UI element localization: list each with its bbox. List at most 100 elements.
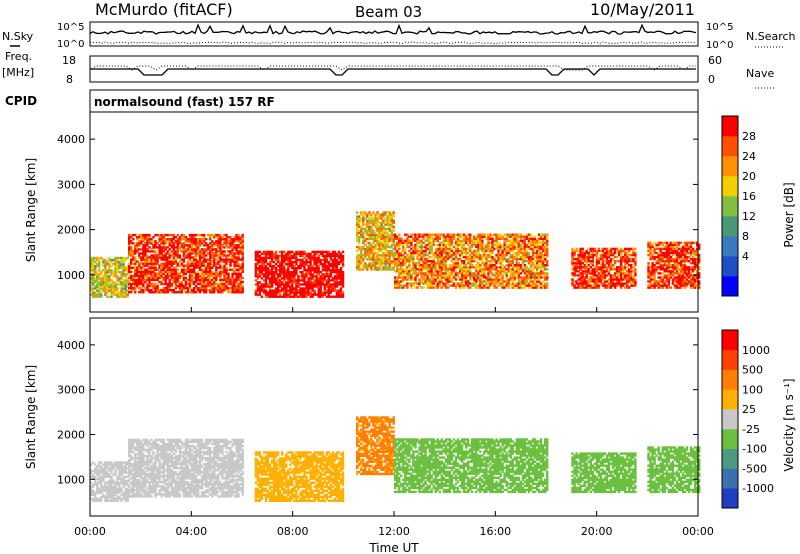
echo-cell bbox=[462, 264, 466, 267]
echo-cell bbox=[339, 256, 343, 260]
echo-cell bbox=[396, 241, 399, 244]
echo-cell bbox=[194, 254, 198, 257]
echo-cell bbox=[203, 252, 206, 255]
echo-cell bbox=[215, 248, 218, 251]
echo-cell bbox=[358, 256, 361, 259]
echo-cell bbox=[634, 282, 637, 285]
echo-cell bbox=[583, 266, 586, 269]
echo-cell bbox=[452, 270, 456, 273]
echo-cell bbox=[579, 253, 582, 257]
echo-cell bbox=[297, 283, 300, 286]
echo-cell bbox=[426, 272, 429, 275]
echo-cell bbox=[368, 264, 371, 267]
echo-cell bbox=[370, 235, 373, 239]
echo-cell bbox=[126, 279, 129, 282]
echo-cell bbox=[495, 235, 498, 238]
echo-cell bbox=[154, 284, 157, 288]
echo-cell bbox=[539, 241, 543, 244]
echo-cell bbox=[603, 255, 607, 259]
echo-cell bbox=[237, 254, 240, 257]
echo-cell bbox=[603, 282, 607, 285]
echo-cell bbox=[360, 227, 363, 230]
echo-cell bbox=[94, 295, 97, 298]
echo-cell bbox=[446, 247, 450, 251]
echo-cell bbox=[235, 276, 238, 280]
echo-cell bbox=[430, 282, 433, 285]
echo-cell bbox=[104, 285, 107, 288]
echo-cell bbox=[108, 275, 111, 278]
echo-cell bbox=[301, 275, 304, 278]
echo-cell bbox=[491, 268, 494, 271]
echo-cell bbox=[448, 280, 452, 283]
echo-cell bbox=[221, 252, 224, 255]
echo-cell bbox=[529, 264, 533, 267]
echo-cell bbox=[176, 276, 179, 280]
echo-cell bbox=[166, 288, 169, 292]
echo-cell bbox=[307, 283, 310, 286]
echo-cell bbox=[573, 272, 576, 275]
echo-cell bbox=[653, 278, 656, 281]
echo-cell bbox=[339, 277, 343, 280]
echo-cell bbox=[394, 235, 397, 238]
echo-cell bbox=[539, 282, 543, 285]
echo-cell bbox=[376, 241, 379, 245]
echo-cell bbox=[402, 241, 405, 244]
echo-cell bbox=[408, 266, 411, 269]
echo-cell bbox=[487, 245, 490, 249]
echo-cell bbox=[452, 284, 456, 287]
echo-cell bbox=[170, 274, 173, 278]
echo-cell bbox=[211, 264, 214, 267]
echo-cell bbox=[617, 274, 621, 277]
echo-cell bbox=[305, 271, 308, 274]
echo-cell bbox=[239, 236, 242, 239]
echo-cell bbox=[136, 236, 139, 239]
echo-cell bbox=[180, 282, 184, 286]
echo-cell bbox=[402, 284, 405, 287]
echo-cell bbox=[406, 282, 409, 285]
echo-cell bbox=[301, 262, 304, 266]
echo-cell bbox=[319, 295, 322, 298]
echo-cell bbox=[517, 270, 520, 273]
echo-cell bbox=[108, 271, 111, 274]
echo-cell bbox=[467, 239, 470, 242]
echo-cell bbox=[299, 295, 302, 298]
echo-cell bbox=[599, 253, 603, 257]
echo-cell bbox=[517, 251, 520, 255]
echo-cell bbox=[412, 266, 415, 269]
echo-cell bbox=[366, 258, 369, 261]
echo-cell bbox=[194, 248, 198, 251]
echo-cell bbox=[448, 237, 452, 240]
echo-cell bbox=[511, 241, 514, 244]
echo-cell bbox=[609, 257, 613, 261]
echo-cell bbox=[622, 249, 625, 253]
echo-cell bbox=[396, 264, 399, 267]
echo-cell bbox=[593, 278, 596, 281]
echo-cell bbox=[158, 254, 161, 257]
echo-cell bbox=[388, 252, 391, 255]
echo-cell bbox=[434, 264, 437, 267]
echo-cell bbox=[372, 258, 375, 261]
echo-cell bbox=[366, 264, 369, 267]
echo-cell bbox=[272, 289, 276, 292]
echo-cell bbox=[110, 289, 113, 292]
echo-cell bbox=[649, 243, 652, 247]
echo-cell bbox=[546, 233, 549, 236]
echo-cell bbox=[205, 258, 208, 261]
echo-cell bbox=[450, 264, 454, 267]
echo-cell bbox=[194, 242, 198, 245]
echo-cell bbox=[398, 245, 401, 249]
echo-cell bbox=[130, 284, 133, 288]
echo-cell bbox=[591, 249, 594, 253]
echo-cell bbox=[297, 291, 300, 294]
echo-cell bbox=[436, 276, 439, 279]
echo-cell bbox=[358, 260, 361, 263]
echo-cell bbox=[495, 268, 498, 271]
echo-cell bbox=[581, 270, 584, 273]
echo-cell bbox=[180, 246, 184, 249]
echo-cell bbox=[184, 268, 188, 271]
echo-cell bbox=[174, 254, 177, 257]
echo-cell bbox=[467, 284, 470, 287]
echo-cell bbox=[104, 262, 107, 266]
echo-cell bbox=[170, 268, 173, 271]
echo-cell bbox=[452, 274, 456, 277]
